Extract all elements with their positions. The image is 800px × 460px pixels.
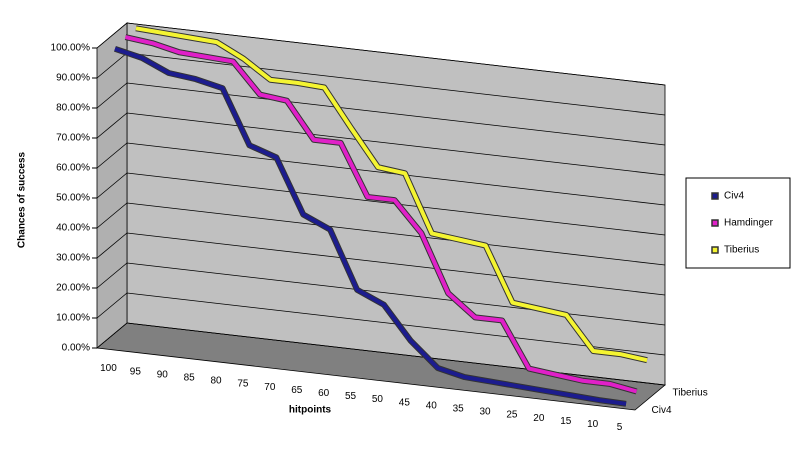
y-tick-label: 40.00% <box>56 223 90 234</box>
x-tick-label: 65 <box>291 385 303 396</box>
y-tick-label: 50.00% <box>56 193 90 204</box>
y-axis-title: Chances of success <box>17 151 28 248</box>
grid-line <box>96 232 666 296</box>
x-tick-label: 95 <box>130 366 142 377</box>
grid-line <box>96 112 666 176</box>
series-line <box>125 35 638 394</box>
x-tick-label: 15 <box>560 416 572 427</box>
series-line <box>135 26 648 363</box>
x-tick-label: 45 <box>399 397 411 408</box>
x-tick-label: 40 <box>426 400 438 411</box>
y-tick-label: 10.00% <box>56 313 90 324</box>
x-tick-label: 60 <box>318 388 330 399</box>
grid-line <box>96 82 666 146</box>
x-tick-label: 5 <box>617 422 623 433</box>
legend-label: Civ4 <box>724 191 744 202</box>
y-tick-label: 100.00% <box>51 43 91 54</box>
legend-label: Hamdinger <box>724 218 774 229</box>
y-tick-label: 30.00% <box>56 253 90 264</box>
x-tick-label: 75 <box>237 379 249 390</box>
x-tick-label: 35 <box>453 403 465 414</box>
legend-swatch <box>711 219 719 227</box>
legend-swatch <box>711 192 719 200</box>
x-axis-title: hitpoints <box>289 405 332 416</box>
x-tick-label: 100 <box>100 363 117 374</box>
legend-box <box>685 177 791 269</box>
y-tick-label: 90.00% <box>56 73 90 84</box>
grid-line <box>96 172 666 236</box>
y-tick-label: 60.00% <box>56 163 90 174</box>
grid-line <box>96 262 666 326</box>
series-axis-label: Tiberius <box>673 387 708 398</box>
x-tick-label: 90 <box>157 369 169 380</box>
legend: Civ4 Hamdinger Tiberius <box>685 177 791 269</box>
x-tick-label: 25 <box>506 410 518 421</box>
x-tick-label: 55 <box>345 391 357 402</box>
x-tick-label: 20 <box>533 413 545 424</box>
x-tick-label: 10 <box>587 419 599 430</box>
x-tick-label: 70 <box>264 382 276 393</box>
x-tick-label: 80 <box>210 376 222 387</box>
x-tick-label: 85 <box>184 372 196 383</box>
y-tick-label: 0.00% <box>62 343 90 354</box>
grid-line <box>96 142 666 206</box>
grid-line <box>96 22 666 86</box>
x-tick-label: 50 <box>372 394 384 405</box>
y-tick-label: 70.00% <box>56 133 90 144</box>
grid-line <box>96 322 666 386</box>
series-line <box>114 46 627 406</box>
series-axis-label: Civ4 <box>652 405 672 416</box>
x-tick-label: 30 <box>479 407 491 418</box>
y-tick-label: 80.00% <box>56 103 90 114</box>
grid-line <box>96 292 666 356</box>
legend-label: Tiberius <box>724 245 759 256</box>
y-tick-label: 20.00% <box>56 283 90 294</box>
legend-swatch <box>711 246 719 254</box>
